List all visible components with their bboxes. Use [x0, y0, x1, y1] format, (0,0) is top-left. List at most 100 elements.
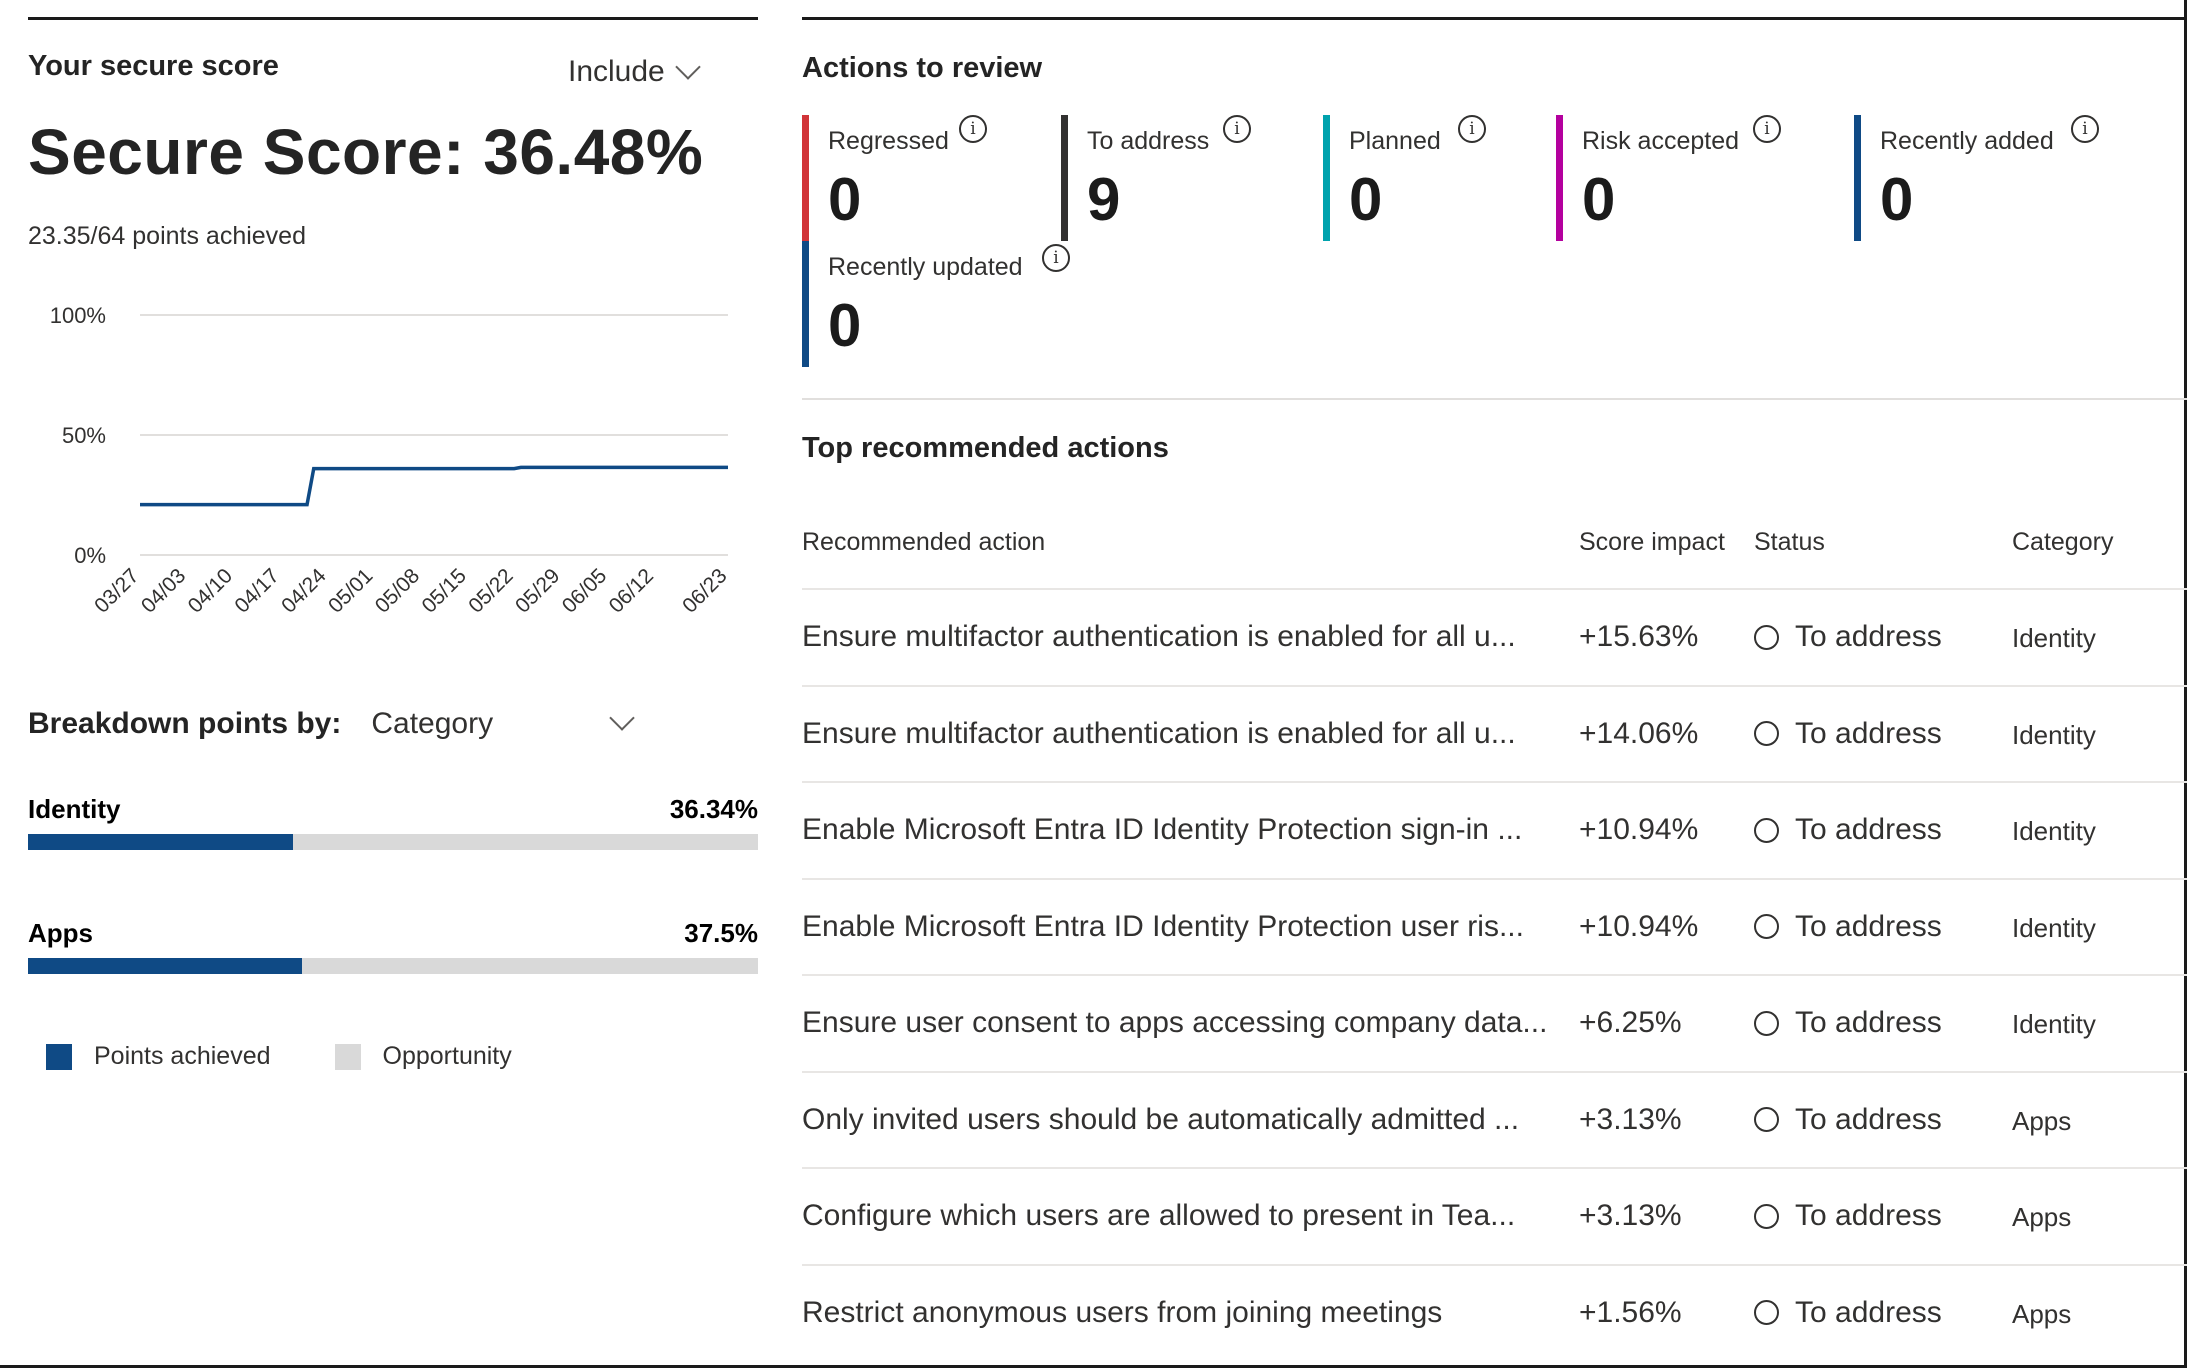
secure-score-value: Secure Score: 36.48%: [28, 116, 704, 188]
status-label: To address: [1795, 1006, 1942, 1039]
chevron-down-icon: [675, 54, 701, 80]
status-label: To address: [1795, 813, 1942, 846]
score-impact: +15.63%: [1579, 620, 1699, 653]
y-tick-label: 100%: [50, 303, 106, 328]
legend-item-opportunity: Opportunity: [334, 1042, 512, 1071]
action-name-link[interactable]: Ensure multifactor authentication is ena…: [802, 716, 1516, 750]
action-name-link[interactable]: Ensure user consent to apps accessing co…: [802, 1006, 1548, 1039]
tile-label: Recently added: [1880, 127, 2054, 155]
status-label: To address: [1795, 909, 1942, 943]
score-impact: +10.94%: [1579, 813, 1699, 846]
chevron-down-icon: [609, 705, 635, 731]
tile-label: To address: [1087, 127, 1210, 155]
tile-label: Recently updated: [828, 253, 1023, 281]
table-row[interactable]: Enable Microsoft Entra ID Identity Prote…: [802, 781, 2187, 878]
include-label: Include: [568, 55, 665, 88]
action-name-link[interactable]: Restrict anonymous users from joining me…: [802, 1295, 1443, 1329]
score-history-chart: 100%50%0%03/2704/0304/1004/1704/2405/010…: [50, 303, 732, 618]
column-header-category[interactable]: Category: [2012, 528, 2114, 556]
status-label: To address: [1795, 1295, 1942, 1329]
table-row[interactable]: Ensure multifactor authentication is ena…: [802, 588, 2187, 685]
legend-swatch: [46, 1043, 72, 1070]
x-tick-label: 06/23: [678, 564, 731, 617]
info-icon[interactable]: i: [1223, 115, 1251, 143]
score-impact: +14.06%: [1579, 716, 1699, 750]
info-icon[interactable]: i: [959, 115, 987, 143]
status-cell: To address: [1754, 1006, 1942, 1040]
score-impact: +3.13%: [1579, 1102, 1682, 1136]
breakdown-selector[interactable]: Breakdown points by: Category: [28, 705, 635, 741]
table-row[interactable]: Configure which users are allowed to pre…: [802, 1167, 2187, 1264]
action-name-link[interactable]: Configure which users are allowed to pre…: [802, 1199, 1516, 1232]
tile-recently-updated[interactable]: Recently updated i 0: [802, 241, 1070, 367]
tile-risk-accepted[interactable]: Risk accepted i 0: [1556, 115, 1796, 241]
category-cell: Identity: [2012, 623, 2096, 653]
status-cell: To address: [1754, 1103, 1942, 1137]
x-tick-label: 05/22: [464, 564, 517, 617]
x-tick-label: 05/01: [324, 564, 377, 617]
actions-to-review-title: Actions to review: [802, 52, 1043, 84]
column-header-status[interactable]: Status: [1754, 528, 1825, 556]
score-impact: +10.94%: [1579, 909, 1699, 943]
secure-score-panel: Your secure score Include Secure Score: …: [28, 0, 758, 1368]
x-tick-label: 03/27: [90, 564, 143, 617]
category-cell: Identity: [2012, 816, 2096, 846]
table-row[interactable]: Restrict anonymous users from joining me…: [802, 1263, 2187, 1361]
info-icon[interactable]: i: [1458, 115, 1486, 143]
table-row[interactable]: Ensure multifactor authentication is ena…: [802, 684, 2187, 782]
tile-to-address[interactable]: To address i 9: [1061, 115, 1301, 241]
section-divider: [802, 398, 2187, 400]
status-circle-icon: [1754, 721, 1779, 746]
category-progress-fill: [28, 834, 294, 850]
status-circle-icon: [1754, 1107, 1779, 1132]
tile-accent-bar: [1061, 115, 1068, 241]
legend-label: Points achieved: [94, 1042, 271, 1070]
breakdown-legend: Points achieved Opportunity: [46, 1042, 576, 1071]
tile-label: Risk accepted: [1582, 127, 1740, 155]
tile-accent-bar: [802, 241, 809, 367]
column-header-action[interactable]: Recommended action: [802, 528, 1046, 556]
tile-label: Planned: [1349, 127, 1441, 155]
category-progress-track: [28, 958, 758, 974]
action-name-link[interactable]: Enable Microsoft Entra ID Identity Prote…: [802, 813, 1523, 846]
include-dropdown[interactable]: Include: [568, 54, 701, 89]
action-name-link[interactable]: Ensure multifactor authentication is ena…: [802, 620, 1516, 653]
tile-recently-added[interactable]: Recently added i 0: [1854, 115, 2099, 241]
status-label: To address: [1795, 1199, 1942, 1232]
tile-regressed[interactable]: Regressed i 0: [802, 115, 1042, 241]
status-circle-icon: [1754, 914, 1779, 939]
info-icon[interactable]: i: [1042, 244, 1070, 272]
status-circle-icon: [1754, 1300, 1779, 1325]
action-name-link[interactable]: Only invited users should be automatical…: [802, 1102, 1520, 1136]
score-series-line: [140, 465, 728, 507]
tile-value: 0: [1349, 166, 1383, 233]
status-cell: To address: [1754, 1296, 1942, 1330]
info-icon[interactable]: i: [2071, 115, 2099, 143]
status-label: To address: [1795, 716, 1942, 750]
x-tick-label: 04/10: [184, 564, 237, 617]
score-impact: +1.56%: [1579, 1295, 1682, 1329]
info-icon[interactable]: i: [1753, 115, 1781, 143]
recommended-actions-table: Ensure multifactor authentication is ena…: [802, 588, 2187, 1360]
status-circle-icon: [1754, 1010, 1779, 1036]
category-cell: Apps: [2012, 1105, 2072, 1136]
action-name-link[interactable]: Enable Microsoft Entra ID Identity Prote…: [802, 909, 1524, 943]
tile-accent-bar: [1323, 115, 1330, 241]
category-cell: Apps: [2012, 1202, 2072, 1232]
tile-planned[interactable]: Planned i 0: [1323, 115, 1563, 241]
tile-value: 0: [1880, 166, 1914, 233]
table-row[interactable]: Only invited users should be automatical…: [802, 1070, 2187, 1168]
breakdown-label: Breakdown points by:: [28, 707, 342, 740]
category-cell: Identity: [2012, 912, 2096, 943]
category-percent: 36.34%: [669, 794, 758, 824]
table-row[interactable]: Enable Microsoft Entra ID Identity Prote…: [802, 877, 2187, 975]
table-row[interactable]: Ensure user consent to apps accessing co…: [802, 974, 2187, 1071]
x-tick-label: 05/29: [511, 564, 564, 617]
status-cell: To address: [1754, 620, 1942, 654]
x-tick-label: 05/15: [418, 564, 471, 617]
x-tick-label: 06/12: [605, 564, 658, 617]
y-tick-label: 0%: [74, 543, 106, 568]
tile-label: Regressed: [828, 127, 949, 155]
tile-value: 0: [828, 292, 862, 359]
column-header-impact[interactable]: Score impact: [1579, 528, 1725, 556]
